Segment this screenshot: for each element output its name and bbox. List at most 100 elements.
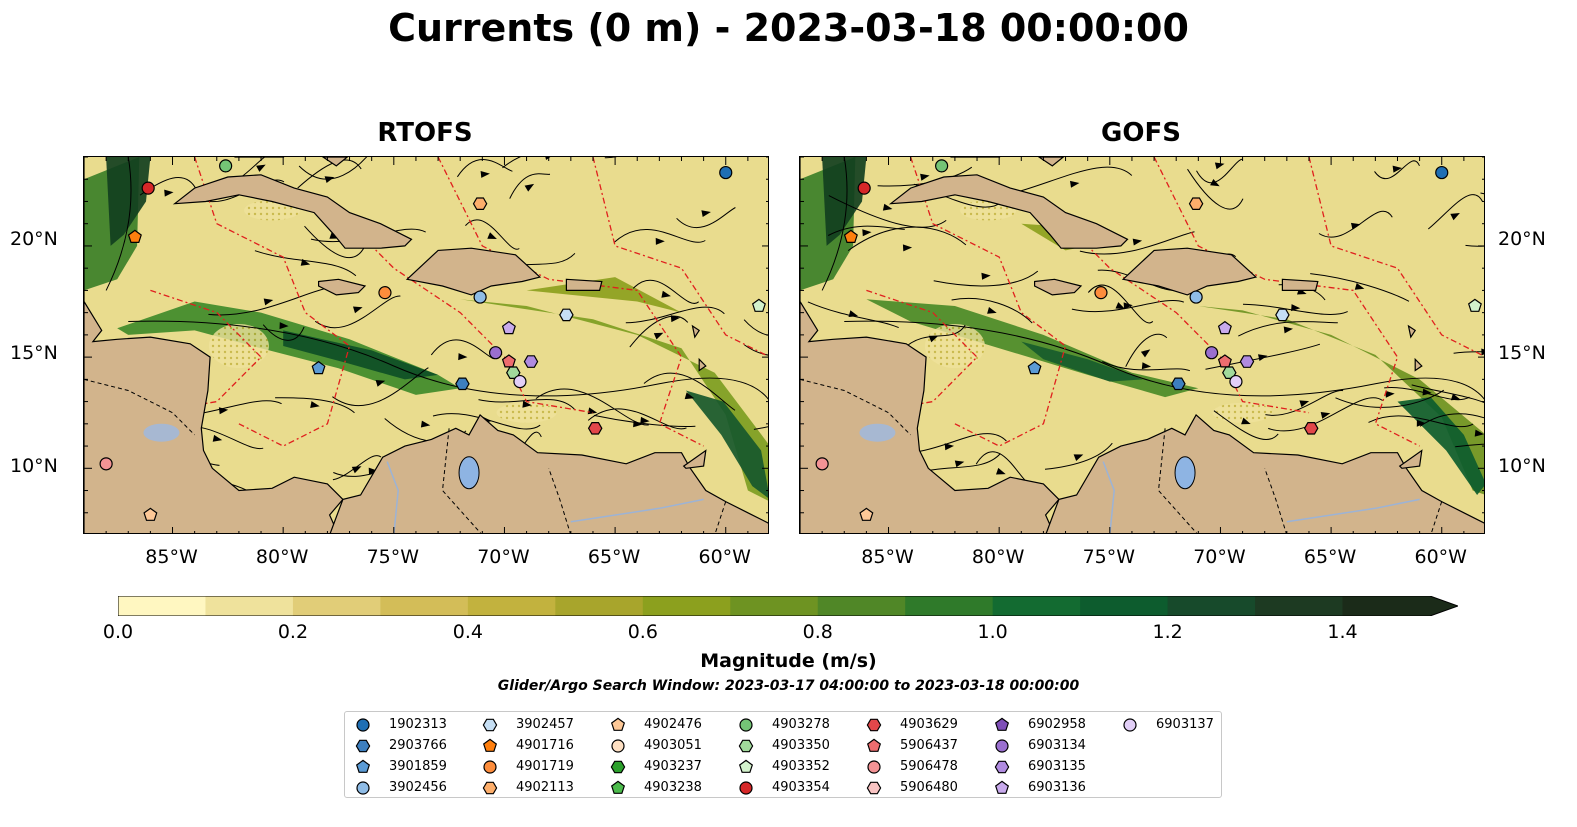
float-6903137-marker[interactable] xyxy=(1229,374,1243,389)
legend-label: 4903354 xyxy=(772,780,830,795)
legend-marker-pentagon-icon xyxy=(482,738,498,752)
float-4901716-marker[interactable] xyxy=(127,229,142,243)
colorbar-tick-label: 0.8 xyxy=(802,621,833,643)
float-4903278-marker[interactable] xyxy=(935,159,949,173)
map-panel-rtofs[interactable] xyxy=(83,156,769,534)
colorbar xyxy=(117,595,1460,617)
float-6903135-marker[interactable] xyxy=(523,355,539,368)
float-3902456-marker[interactable] xyxy=(473,290,487,304)
float-4903629-marker[interactable] xyxy=(1303,422,1319,435)
colorbar-tick-label: 1.4 xyxy=(1327,621,1358,643)
y-tick-right-15n: 15°N xyxy=(1498,342,1546,364)
legend-label: 4901716 xyxy=(516,738,574,753)
legend-marker-pentagon-icon xyxy=(994,780,1010,794)
map-panel-gofs[interactable] xyxy=(799,156,1485,534)
float-4903354-marker[interactable] xyxy=(141,181,155,195)
legend-label: 2903766 xyxy=(389,738,447,753)
float-5906437-marker[interactable] xyxy=(1217,354,1232,368)
legend-marker-circle-icon xyxy=(867,760,881,774)
float-3902457-marker[interactable] xyxy=(1275,308,1290,322)
colorbar-tick-label: 0.4 xyxy=(452,621,483,643)
legend-label: 3902457 xyxy=(516,717,574,732)
x-tick-rtofs-3: 70°W xyxy=(477,546,530,568)
float-4902476-marker[interactable] xyxy=(143,507,158,521)
float-4903352-marker[interactable] xyxy=(1467,298,1482,312)
panel-title-gofs: GOFS xyxy=(1101,118,1181,148)
float-5906478-marker[interactable] xyxy=(815,457,829,471)
colorbar-segment xyxy=(1255,596,1344,616)
float-4903278-marker[interactable] xyxy=(219,159,233,173)
legend-label: 5906437 xyxy=(900,738,958,753)
colorbar-tick-label: 1.2 xyxy=(1152,621,1183,643)
float-4901719-marker[interactable] xyxy=(1094,286,1108,300)
x-tick-gofs-2: 75°W xyxy=(1082,546,1136,568)
float-4902113-marker[interactable] xyxy=(472,197,488,210)
x-tick-rtofs-1: 80°W xyxy=(255,546,309,568)
legend-marker-pentagon-icon xyxy=(738,759,754,773)
search-window-text: Glider/Argo Search Window: 2023-03-17 04… xyxy=(497,678,1080,694)
legend-marker-pentagon-icon xyxy=(610,717,626,731)
colorbar-tick-label: 0.0 xyxy=(102,621,134,643)
legend-label: 5906480 xyxy=(900,780,958,795)
figure-title: Currents (0 m) - 2023-03-18 00:00:00 xyxy=(388,6,1189,50)
float-5906478-marker[interactable] xyxy=(99,457,113,471)
float-4903352-marker[interactable] xyxy=(751,298,766,312)
y-tick-left-15n: 15°N xyxy=(10,342,58,364)
float-3901859-marker[interactable] xyxy=(1027,360,1042,375)
x-tick-gofs-1: 80°W xyxy=(971,546,1025,568)
float-6903134-marker[interactable] xyxy=(489,346,503,360)
x-tick-rtofs-0: 85°W xyxy=(145,546,198,568)
legend-label: 6903134 xyxy=(1028,738,1086,753)
float-4902113-marker[interactable] xyxy=(1188,197,1204,210)
colorbar-segment xyxy=(1342,596,1431,616)
float-3902456-marker[interactable] xyxy=(1189,290,1203,304)
legend-label: 4903237 xyxy=(644,759,702,774)
colorbar-segment xyxy=(380,596,469,616)
colorbar-extend-arrow xyxy=(1430,596,1458,616)
legend-label: 3901859 xyxy=(389,759,447,774)
colorbar-segment xyxy=(992,596,1081,616)
legend-marker-pentagon-icon xyxy=(355,759,371,773)
x-tick-gofs-4: 65°W xyxy=(1303,546,1357,568)
legend-marker-circle-icon xyxy=(995,739,1009,753)
legend: 1902313 2903766 3901859 3902456 3902457 49017… xyxy=(344,711,1222,798)
float-1902313-marker[interactable] xyxy=(1435,165,1449,180)
colorbar-segment xyxy=(730,596,819,616)
float-6903136-marker[interactable] xyxy=(1217,320,1232,335)
float-6903134-marker[interactable] xyxy=(1205,346,1219,360)
y-tick-left-20n: 20°N xyxy=(10,228,58,250)
colorbar-segment xyxy=(555,596,644,616)
float-4902476-marker[interactable] xyxy=(859,507,874,521)
float-2903766-marker[interactable] xyxy=(1171,377,1186,391)
colorbar-tick-label: 1.0 xyxy=(977,621,1008,643)
legend-marker-hexagon-icon xyxy=(482,718,498,732)
float-4901716-marker[interactable] xyxy=(843,229,858,243)
legend-marker-hexagon-icon xyxy=(866,781,882,795)
legend-label: 3902456 xyxy=(389,780,447,795)
legend-label: 6903137 xyxy=(1156,717,1214,732)
float-4901719-marker[interactable] xyxy=(378,286,392,300)
y-tick-left-10n: 10°N xyxy=(10,455,58,477)
legend-label: 4903629 xyxy=(900,717,958,732)
float-6903136-marker[interactable] xyxy=(501,320,516,335)
legend-label: 5906478 xyxy=(900,759,958,774)
colorbar-segment xyxy=(467,596,556,616)
colorbar-segment xyxy=(292,596,381,616)
float-5906437-marker[interactable] xyxy=(501,354,516,368)
legend-marker-hexagon-icon xyxy=(866,718,882,732)
float-6903135-marker[interactable] xyxy=(1239,355,1255,368)
float-3901859-marker[interactable] xyxy=(311,360,326,375)
legend-marker-hexagon-icon xyxy=(482,781,498,795)
float-6903137-marker[interactable] xyxy=(513,374,527,389)
float-3902457-marker[interactable] xyxy=(559,308,574,322)
legend-marker-hexagon-icon xyxy=(610,760,626,774)
legend-label: 6903136 xyxy=(1028,780,1086,795)
float-4903629-marker[interactable] xyxy=(587,422,603,435)
legend-marker-circle-icon xyxy=(611,739,625,753)
gofs-map-svg xyxy=(800,157,1484,533)
legend-label: 4903352 xyxy=(772,759,830,774)
legend-label: 4903350 xyxy=(772,738,830,753)
float-2903766-marker[interactable] xyxy=(455,377,470,391)
float-1902313-marker[interactable] xyxy=(719,165,733,180)
float-4903354-marker[interactable] xyxy=(857,181,871,195)
